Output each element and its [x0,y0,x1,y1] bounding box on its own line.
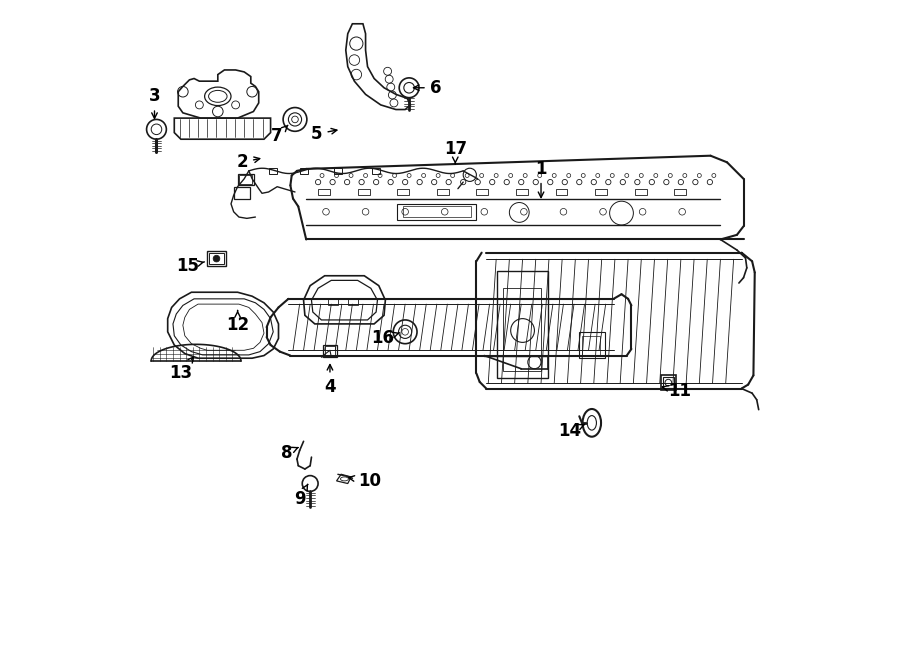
Circle shape [213,255,220,262]
Bar [595,189,607,194]
Text: 8: 8 [281,444,298,461]
Text: 4: 4 [324,364,336,395]
Text: 7: 7 [272,125,288,145]
Bar [238,174,254,185]
Bar [476,189,489,194]
Bar [300,168,308,174]
Bar [436,189,449,194]
Text: 16: 16 [371,329,400,348]
Bar [582,336,600,355]
Bar [209,253,224,264]
Bar [318,189,330,194]
Bar [207,251,226,266]
Bar [579,332,605,358]
Bar [328,297,338,305]
Bar [662,375,676,390]
Text: 17: 17 [444,140,467,164]
Text: 14: 14 [559,422,584,440]
Text: 2: 2 [237,153,260,171]
Text: 12: 12 [226,311,249,334]
Bar [334,168,342,174]
Bar [516,189,527,194]
Text: 15: 15 [176,257,204,275]
Text: 5: 5 [311,125,337,143]
Text: 10: 10 [348,472,381,490]
Bar [634,189,646,194]
Bar [663,377,673,388]
Bar [397,189,410,194]
Text: 3: 3 [148,87,160,118]
Bar [674,189,686,194]
Text: 6: 6 [413,79,441,97]
Bar [238,175,252,184]
Bar [269,168,277,174]
Bar [373,168,380,174]
Bar [325,346,335,356]
Text: 1: 1 [536,160,547,198]
Text: 11: 11 [662,382,691,400]
Bar [323,345,337,357]
Bar [357,189,370,194]
Bar [234,186,250,198]
Text: 13: 13 [169,357,194,382]
Bar [347,297,357,305]
Text: 9: 9 [293,485,308,508]
Bar [555,189,567,194]
